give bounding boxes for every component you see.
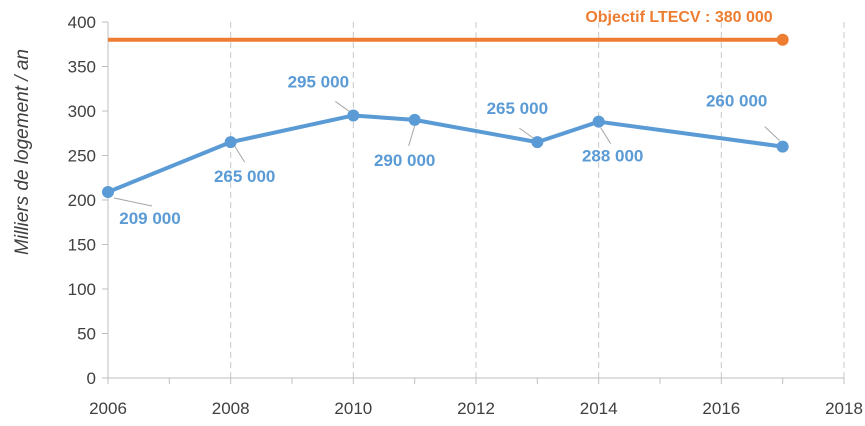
label-leader bbox=[408, 125, 416, 147]
data-point-2006 bbox=[102, 185, 114, 198]
series-layer bbox=[102, 33, 789, 198]
x-tick-label: 2008 bbox=[212, 399, 250, 418]
data-labels: Objectif LTECV : 380 000 209 000 265 000 29… bbox=[113, 9, 781, 228]
x-tick-label: 2016 bbox=[702, 399, 740, 418]
data-label-2010: 295 000 bbox=[288, 72, 349, 91]
target-annotation: Objectif LTECV : 380 000 bbox=[585, 9, 772, 26]
label-leader bbox=[519, 127, 534, 139]
data-point-2008 bbox=[224, 136, 237, 149]
y-tick-label: 350 bbox=[68, 58, 96, 77]
x-tick-label: 2012 bbox=[457, 399, 495, 418]
x-tick-label: 2010 bbox=[334, 399, 372, 418]
y-axis-title: Milliers de logement / an bbox=[12, 49, 33, 255]
label-leader bbox=[234, 145, 246, 163]
y-tick-label: 0 bbox=[87, 369, 96, 388]
y-tick-label: 150 bbox=[68, 236, 96, 255]
data-point-2014 bbox=[592, 115, 605, 128]
y-tick-label: 200 bbox=[68, 191, 96, 210]
data-label-2014: 288 000 bbox=[582, 147, 643, 166]
label-leader bbox=[600, 127, 612, 144]
housing-series-line bbox=[107, 113, 783, 194]
label-leader bbox=[113, 197, 153, 207]
x-tick-label: 2014 bbox=[580, 399, 618, 418]
data-label-2017: 260 000 bbox=[706, 92, 767, 111]
label-leader bbox=[764, 126, 781, 141]
y-tick-label: 400 bbox=[68, 13, 96, 32]
y-tick-label: 250 bbox=[68, 147, 96, 166]
y-tick-label: 50 bbox=[77, 325, 96, 344]
y-tick-label: 100 bbox=[68, 280, 96, 299]
data-point-2017 bbox=[776, 140, 789, 153]
target-marker bbox=[776, 33, 789, 46]
data-point-2013 bbox=[531, 136, 544, 149]
axes bbox=[102, 21, 845, 384]
data-label-2011: 290 000 bbox=[374, 151, 435, 170]
data-label-2008: 265 000 bbox=[214, 167, 275, 186]
data-label-2013: 265 000 bbox=[487, 99, 548, 118]
x-tick-label: 2006 bbox=[89, 399, 127, 418]
y-tick-label: 300 bbox=[68, 102, 96, 121]
data-label-2006: 209 000 bbox=[119, 209, 180, 228]
data-point-2010 bbox=[347, 109, 360, 122]
label-leader bbox=[335, 101, 350, 112]
x-tick-label: 2018 bbox=[825, 399, 863, 418]
tick-labels: 0 50 100 150 200 250 300 350 400 2006 2008 2010 2012… bbox=[68, 13, 863, 418]
data-point-2011 bbox=[408, 113, 421, 126]
